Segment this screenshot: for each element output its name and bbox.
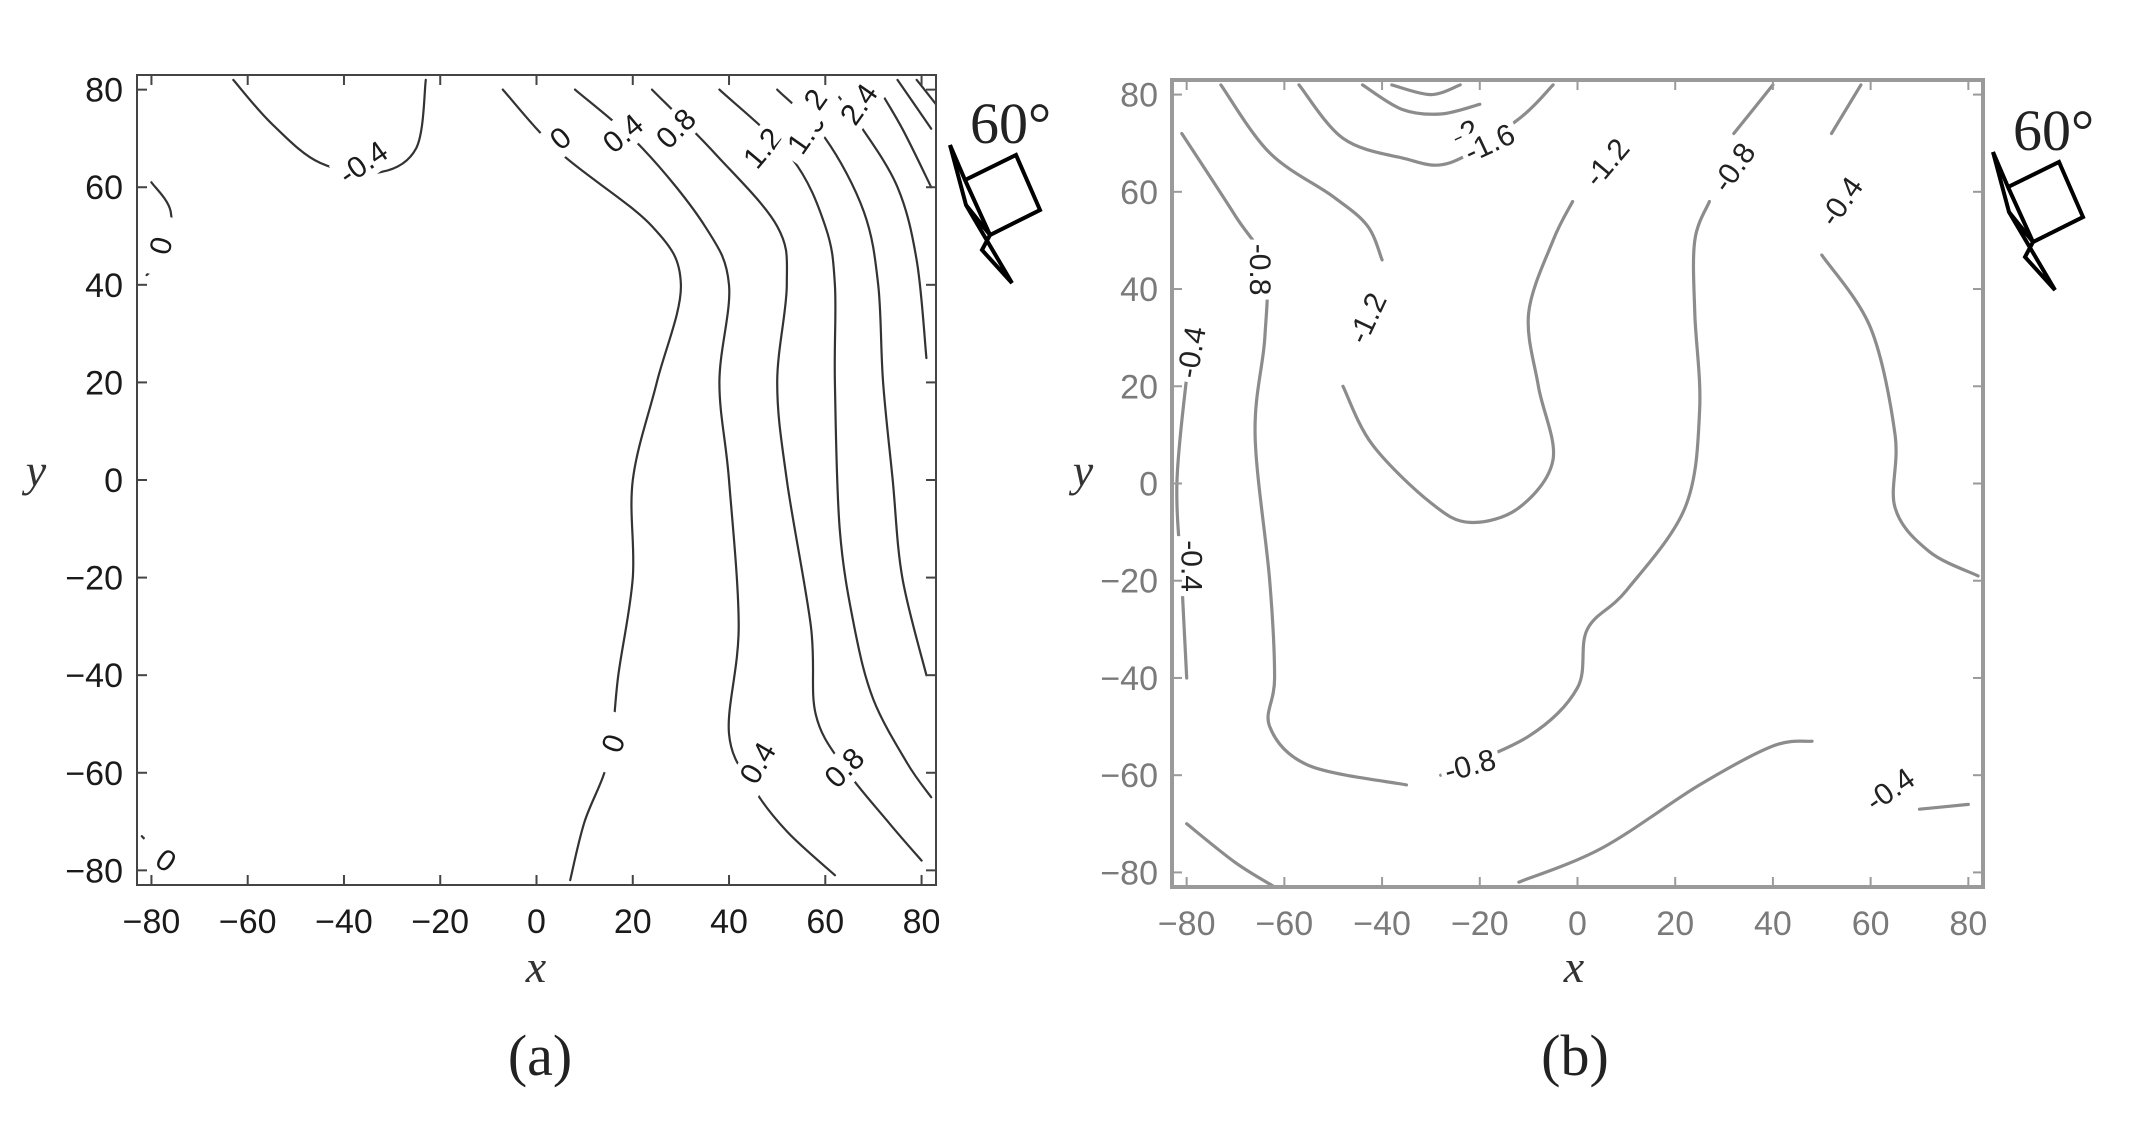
y-tick-label: −40 (65, 657, 123, 695)
contour-line-9 (1517, 739, 1814, 884)
contour-label-bg (328, 131, 398, 194)
contour-label-bg (728, 728, 788, 798)
contour-label-bg (587, 709, 640, 778)
y-axis-label: y (22, 445, 47, 496)
y-tick-label: 40 (1120, 271, 1158, 309)
contour-label-bg (642, 95, 710, 162)
building-orientation-icon (948, 144, 1043, 285)
contour-label-bg (1169, 319, 1214, 385)
contour-line-6 (1439, 199, 1711, 777)
contour-line-13 (1732, 83, 1775, 136)
contour-line-3 (1219, 83, 1384, 262)
y-tick-label: 0 (104, 462, 123, 500)
contour-label-bg (1430, 105, 1500, 162)
x-tick-label: −20 (411, 903, 469, 941)
x-tick-label: −80 (123, 903, 181, 941)
contour-lines (140, 78, 936, 882)
contour-label-bg (827, 69, 891, 139)
x-tick-label: −60 (219, 903, 277, 941)
contour-label-bg (1855, 758, 1925, 821)
panel-caption: (a) (508, 1023, 572, 1088)
x-tick-label: 0 (527, 903, 546, 941)
y-tick-label: 20 (85, 364, 123, 402)
x-tick-label: −40 (1353, 905, 1411, 943)
contour-label-bg (1810, 167, 1873, 236)
wind-direction-label: 60° (2013, 98, 2094, 163)
x-tick-label: 80 (903, 903, 941, 941)
x-tick-label: 20 (614, 903, 652, 941)
building-orientation-icon (1991, 151, 2086, 292)
x-tick-label: 80 (1949, 905, 1987, 943)
panel-b: -2-1.6-1.2-1.2-0.8-0.8-0.8-0.4-0.4-0.4-0… (1069, 77, 2094, 1088)
contour-label-bg (589, 101, 658, 166)
contour-line-10 (896, 78, 933, 130)
contour-label-bg (1242, 239, 1277, 300)
x-tick-label: 40 (1754, 905, 1792, 943)
contour-label-bg (526, 106, 595, 171)
contour-label-5: -0.8 (1243, 244, 1276, 296)
y-tick-label: 60 (85, 169, 123, 207)
contour-label-bg (1702, 133, 1765, 202)
x-tick-label: 0 (1568, 905, 1587, 943)
x-tick-label: −60 (1256, 905, 1314, 943)
contour-line-5 (650, 88, 923, 862)
contour-label-bg (784, 65, 847, 134)
contour-label-bg (1436, 741, 1504, 790)
y-tick-label: 60 (1120, 174, 1158, 212)
x-tick-label: 60 (1852, 905, 1890, 943)
contour-line-2 (1297, 83, 1555, 167)
y-tick-label: 80 (1120, 77, 1158, 115)
y-tick-label: 40 (85, 267, 123, 305)
x-tick-label: −40 (315, 903, 373, 941)
contour-label-bg (1455, 115, 1524, 172)
contour-line-5 (1180, 131, 1409, 787)
plot-frame (136, 74, 937, 886)
x-axis-label: x (1563, 941, 1585, 992)
panel-caption: (b) (1541, 1023, 1609, 1088)
x-tick-label: 60 (806, 903, 844, 941)
contour-line-12 (1829, 83, 1863, 136)
y-tick-label: −20 (1100, 563, 1158, 601)
contour-label-7: -0.4 (1171, 324, 1212, 381)
y-tick-label: 0 (1139, 466, 1158, 504)
y-tick-label: −40 (1100, 660, 1158, 698)
contour-line-4 (1341, 199, 1575, 525)
y-tick-label: 20 (1120, 368, 1158, 406)
contour-label-bg (1339, 283, 1396, 353)
x-tick-label: −20 (1451, 905, 1509, 943)
x-tick-label: −80 (1158, 905, 1216, 943)
y-tick-label: −80 (1100, 854, 1158, 892)
x-tick-label: 40 (710, 903, 748, 941)
y-tick-label: 80 (85, 72, 123, 110)
contour-line-7 (776, 88, 928, 677)
contour-line-10 (1917, 802, 1970, 811)
contour-label-bg (131, 829, 201, 892)
y-axis-label: y (1069, 445, 1094, 496)
contour-lines (1175, 83, 1980, 887)
y-tick-label: −60 (1100, 757, 1158, 795)
contour-line-0 (1360, 83, 1482, 116)
contour-label-7-b: -0.4 (1175, 540, 1208, 592)
contour-label-bg (730, 114, 796, 183)
y-tick-label: −60 (65, 755, 123, 793)
y-tick-label: −80 (65, 852, 123, 890)
x-axis-label: x (525, 941, 547, 992)
y-tick-label: −20 (65, 560, 123, 598)
contour-label-bg (1174, 536, 1209, 597)
contour-line-11 (1820, 253, 1980, 578)
contour-line-11 (915, 78, 936, 106)
contour-line-6 (718, 88, 933, 799)
x-tick-label: 20 (1656, 905, 1694, 943)
contour-line-8 (1185, 822, 1277, 887)
contour-label-6: -0.8 (1441, 743, 1499, 788)
contour-line-7 (1175, 374, 1189, 680)
wind-direction-label: 60° (970, 91, 1051, 156)
contour-label-bg (811, 734, 878, 802)
contour-label-bg (1574, 128, 1640, 197)
contour-label-bg (136, 212, 186, 280)
contour-line-1 (1390, 83, 1462, 97)
